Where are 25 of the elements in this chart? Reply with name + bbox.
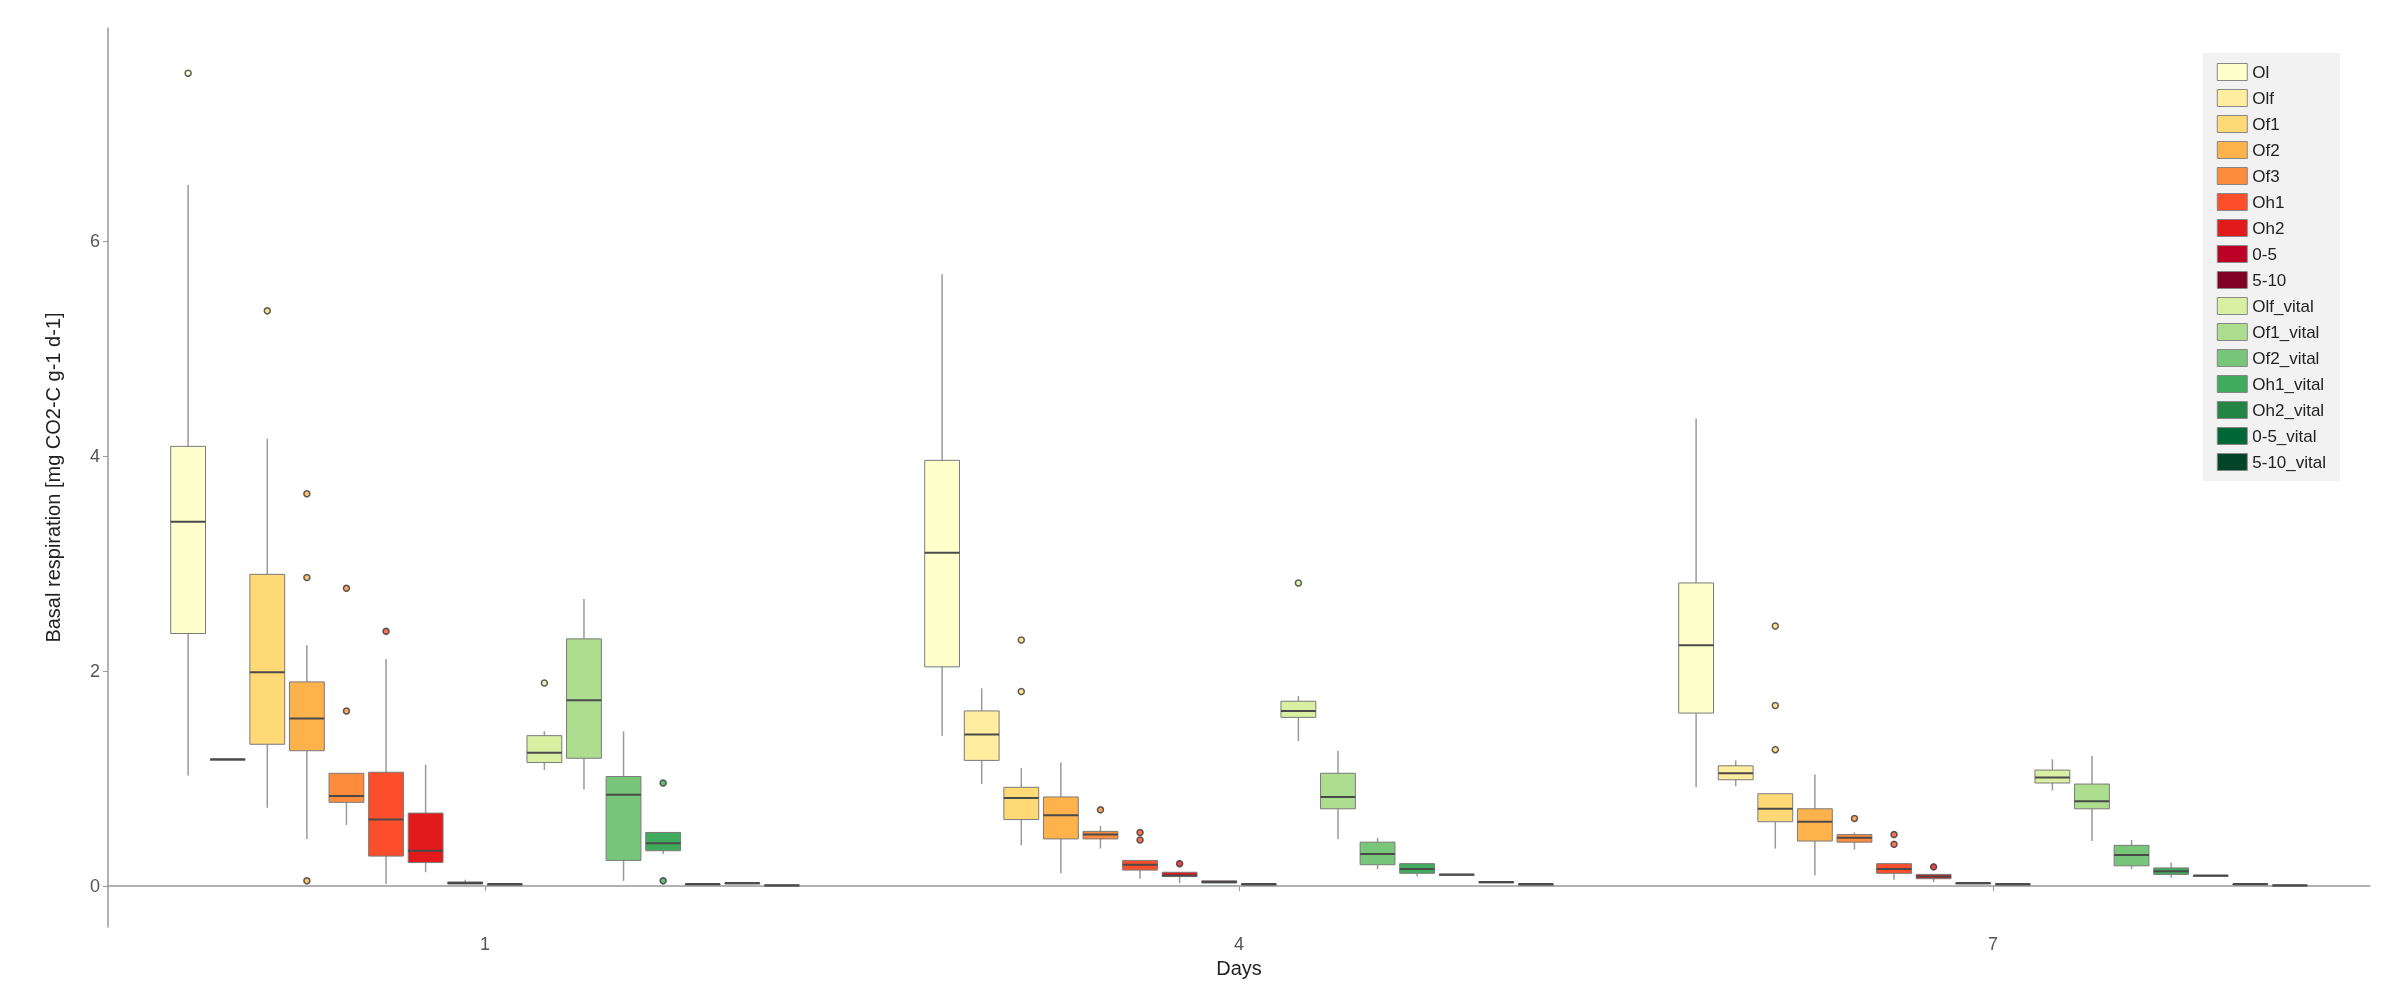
legend-label: Olf_vital	[2252, 296, 2314, 316]
y-tick-label: 2	[89, 661, 100, 682]
x-tick-label: 1	[479, 934, 491, 955]
y-tick-label: 6	[89, 230, 100, 251]
legend-label: Oh1_vital	[2252, 374, 2325, 394]
legend-label: 5-10_vital	[2252, 452, 2327, 472]
legend-label: Of1_vital	[2252, 322, 2320, 342]
legend-label: Oh2_vital	[2252, 400, 2325, 420]
y-tick-label: 0	[89, 876, 100, 897]
legend-label: Of2	[2252, 140, 2280, 160]
legend-label: Of2_vital	[2252, 348, 2320, 368]
legend-label: 0-5	[2252, 244, 2277, 264]
legend-label: Of1	[2252, 114, 2280, 134]
legend-label: Oh2	[2252, 218, 2285, 238]
x-axis-title: Days	[1216, 957, 1262, 979]
legend-label: Of3	[2252, 166, 2280, 186]
legend-label: 0-5_vital	[2252, 426, 2317, 446]
y-axis-title: Basal respiration [mg CO2-C g-1 d-1]	[42, 312, 64, 643]
legend-label: Olf	[2252, 88, 2275, 108]
x-tick-label: 7	[1987, 934, 1999, 955]
legend-label: Oh1	[2252, 192, 2285, 212]
legend-label: 5-10	[2252, 270, 2287, 290]
legend-label: Ol	[2252, 62, 2270, 82]
y-tick-label: 4	[89, 446, 100, 467]
x-tick-label: 4	[1233, 934, 1245, 955]
